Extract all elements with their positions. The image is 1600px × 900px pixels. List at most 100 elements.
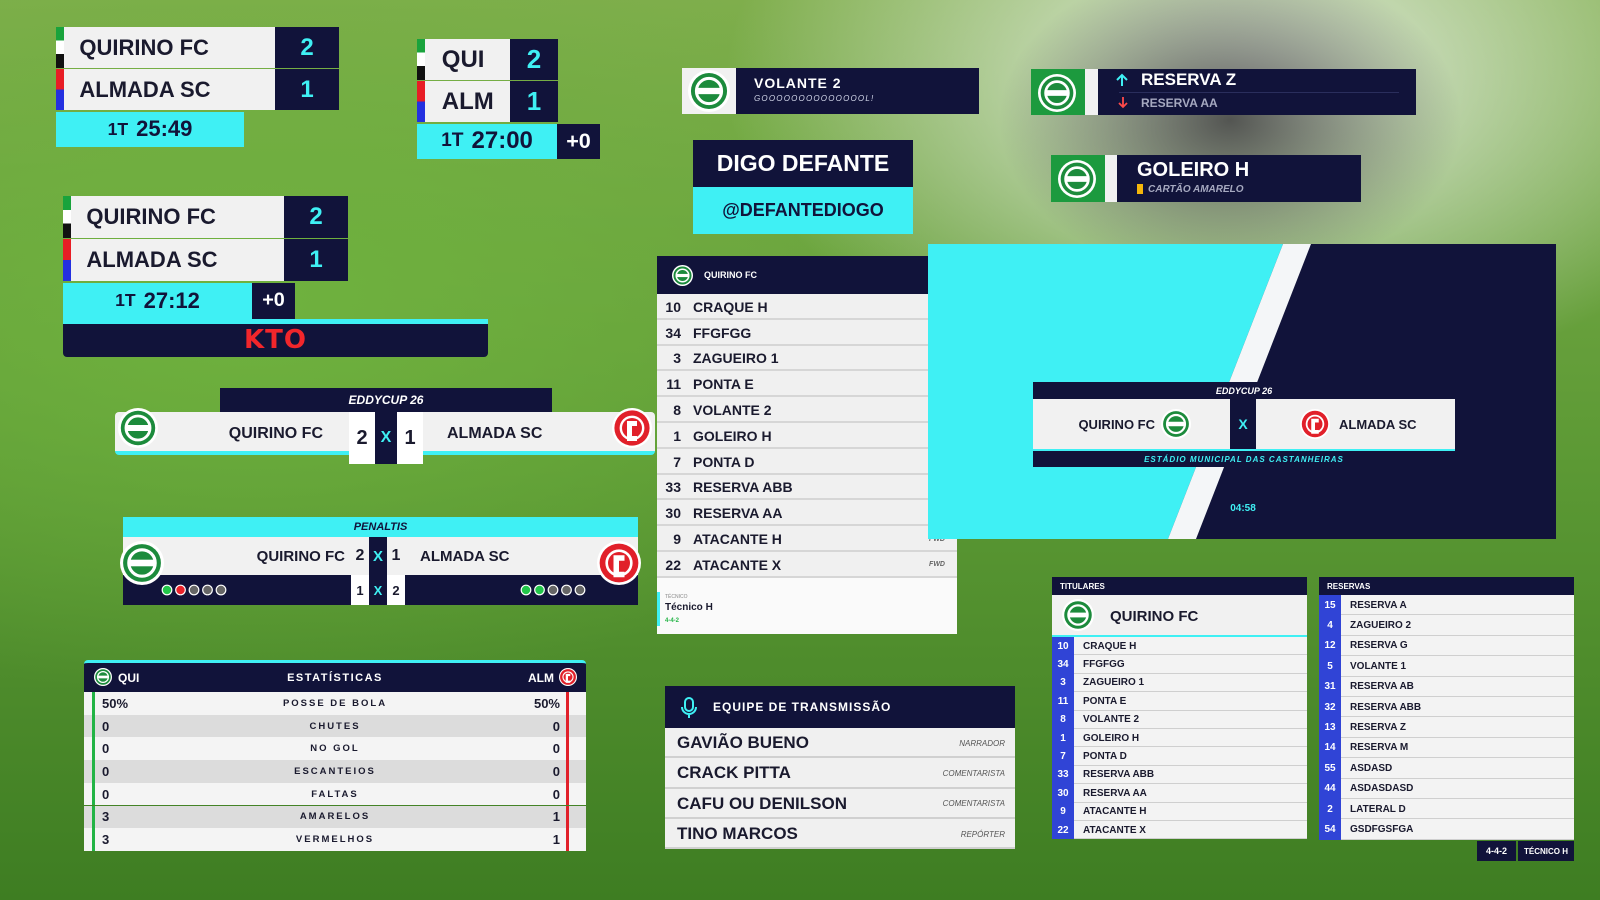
crew-role: COMENTARISTA xyxy=(942,799,1005,809)
period: 1T xyxy=(115,290,136,311)
player-row xyxy=(1052,765,1307,785)
player-name: PONTA D xyxy=(1083,751,1127,763)
team-logo xyxy=(1062,599,1094,631)
player-number: 55 xyxy=(1319,758,1341,779)
goal-banner: VOLANTE 2 GOOOOOOOOOOOOOOL! xyxy=(682,68,979,114)
presenter-name: DIGO DEFANTE xyxy=(693,140,913,187)
crew-row xyxy=(665,788,1015,819)
venue: ESTÁDIO MUNICIPAL DAS CASTANHEIRAS xyxy=(1033,449,1455,467)
player-name: GOLEIRO H xyxy=(1083,732,1140,744)
team-logo xyxy=(120,541,164,585)
player-number: 33 xyxy=(665,479,681,496)
away-value: 0 xyxy=(552,786,560,802)
player-row xyxy=(1052,637,1307,656)
player-number: 2 xyxy=(1319,799,1341,820)
white-strip xyxy=(1105,155,1117,202)
team-color-strip xyxy=(417,81,425,122)
player-number: 13 xyxy=(1319,717,1341,738)
player-number: 3 xyxy=(673,350,681,367)
away-value: 0 xyxy=(552,718,560,734)
stats-row xyxy=(84,760,586,783)
card-player: GOLEIRO H xyxy=(1137,158,1250,181)
clock-bar: 1T 27:00 xyxy=(417,124,557,159)
sponsor-bar: KTO xyxy=(63,318,488,357)
crew-row xyxy=(665,818,1015,850)
stats-row xyxy=(84,692,586,715)
player-row xyxy=(657,500,957,527)
player-position: FWD xyxy=(929,535,945,543)
player-number: 30 xyxy=(1052,784,1074,803)
player-number: 1 xyxy=(673,427,681,444)
player-name: RESERVA ABB xyxy=(1350,701,1422,713)
player-in: RESERVA Z xyxy=(1141,70,1237,89)
player-name: ASDASDASD xyxy=(1350,783,1414,795)
player-name: RESERVA Z xyxy=(1350,722,1406,734)
crew-row xyxy=(665,758,1015,789)
crew-row xyxy=(665,728,1015,759)
away-value: 50% xyxy=(533,695,560,711)
team-logo xyxy=(559,668,577,686)
player-name: VOLANTE 2 xyxy=(693,402,772,419)
team-score: 1 xyxy=(510,81,558,122)
team-score: 1 xyxy=(275,69,339,110)
team-color-strip xyxy=(63,196,71,238)
team-color-strip xyxy=(56,69,64,110)
player-number: 15 xyxy=(1319,595,1341,616)
home-bar xyxy=(92,828,95,851)
separator: X xyxy=(369,537,387,605)
home-value: 0 xyxy=(102,741,110,757)
team-logo xyxy=(118,408,158,448)
coach-name: Técnico H xyxy=(665,602,713,614)
arrow-in xyxy=(1116,73,1128,86)
presenter-handle: @DEFANTEDIOGO xyxy=(693,187,913,234)
period: 1T xyxy=(441,130,464,152)
team-color-strip xyxy=(417,39,425,80)
player-number: 4 xyxy=(1319,615,1341,636)
crew-role: REPÓRTER xyxy=(960,829,1005,839)
player-row xyxy=(657,448,957,475)
player-row xyxy=(1319,656,1574,677)
away-value: 0 xyxy=(552,763,560,779)
mic-icon xyxy=(681,697,697,718)
player-number: 8 xyxy=(1052,710,1074,729)
player-row xyxy=(1052,802,1307,821)
away-abbr: ALM xyxy=(528,670,554,685)
player-number: 44 xyxy=(1319,778,1341,799)
player-row xyxy=(1052,710,1307,729)
player-number: 34 xyxy=(665,324,681,341)
crew-name: CRACK PITTA xyxy=(677,763,791,783)
player-row xyxy=(657,345,957,372)
home-team: QUIRINO FC xyxy=(228,424,323,442)
lineup-header xyxy=(657,256,957,294)
player-row xyxy=(657,397,957,423)
player-number: 14 xyxy=(1319,737,1341,759)
player-name: ZAGUEIRO 1 xyxy=(693,350,779,367)
squad-starters: TITULARES QUIRINO FC 10 CRAQUE H 34 FFGFGG 3 ZA… xyxy=(1052,577,1307,840)
team-name: QUI xyxy=(425,39,510,80)
formation: 4-4-2 xyxy=(665,617,680,624)
clock-bar: 1T 27:12 xyxy=(63,283,252,319)
player-number: 11 xyxy=(666,376,681,393)
player-row xyxy=(657,552,957,578)
team-name: ALMADA SC xyxy=(64,69,275,110)
player-row xyxy=(1052,747,1307,766)
player-row xyxy=(1319,799,1574,820)
separator: X xyxy=(375,412,397,464)
away-team: ALMADA SC xyxy=(447,424,543,442)
home-bar xyxy=(92,782,95,806)
player-name: CRAQUE H xyxy=(693,298,768,315)
added-time: +0 xyxy=(252,283,295,319)
arrow-out xyxy=(1118,97,1128,109)
team-logo xyxy=(1300,409,1330,439)
penalty-title: PENALTIS xyxy=(123,517,638,537)
home-bar xyxy=(92,714,95,738)
match-intro: EDDYCUP 26 QUIRINO FC X ALMADA SC ESTÁDIO MU… xyxy=(928,244,1556,539)
team-score: 2 xyxy=(275,27,339,68)
sponsor-name: KTO xyxy=(244,325,307,356)
crew-title: EQUIPE DE TRANSMISSÃO xyxy=(713,700,892,714)
player-name: RESERVA M xyxy=(1350,742,1409,754)
card-icon xyxy=(1137,184,1143,194)
player-number: 11 xyxy=(1052,692,1074,711)
